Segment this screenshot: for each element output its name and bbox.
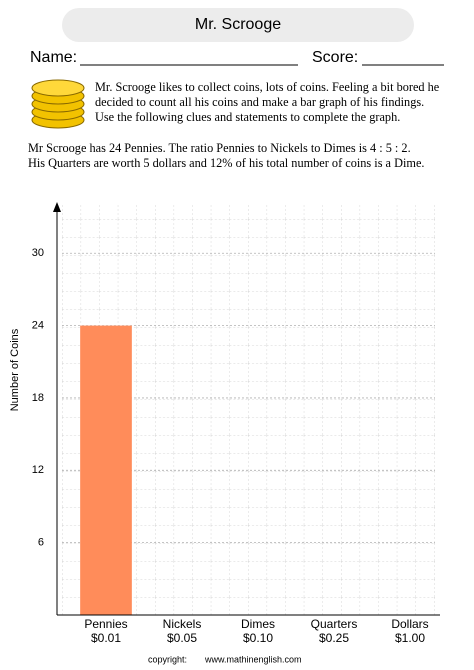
x-tick-label: Dollars xyxy=(391,617,428,631)
clue-line: Mr Scrooge has 24 Pennies. The ratio Pen… xyxy=(28,141,411,155)
x-tick-price: $0.05 xyxy=(167,631,197,645)
x-tick-label: Pennies xyxy=(84,617,127,631)
name-label: Name: xyxy=(30,49,77,66)
y-tick-label: 6 xyxy=(38,537,44,549)
y-tick-label: 12 xyxy=(32,464,44,476)
score-label: Score: xyxy=(312,49,358,66)
clue-line: His Quarters are worth 5 dollars and 12%… xyxy=(28,156,425,170)
intro-line: decided to count all his coins and make … xyxy=(95,95,424,109)
x-tick-price: $0.01 xyxy=(91,631,121,645)
coin-icon xyxy=(31,79,85,129)
x-tick-label: Quarters xyxy=(311,617,358,631)
intro-line: Use the following clues and statements t… xyxy=(95,110,400,124)
y-tick-label: 24 xyxy=(32,319,44,331)
x-tick-label: Dimes xyxy=(241,617,275,631)
title-pill xyxy=(62,8,414,42)
intro-line: Mr. Scrooge likes to collect coins, lots… xyxy=(95,80,440,94)
y-tick-label: 30 xyxy=(32,247,44,259)
x-tick-price: $1.00 xyxy=(395,631,425,645)
title: Mr. Scrooge xyxy=(195,16,281,33)
y-tick-label: 18 xyxy=(32,392,44,404)
site: www.mathinenglish.com xyxy=(204,654,302,664)
copyright: copyright: xyxy=(148,654,187,664)
x-tick-price: $0.10 xyxy=(243,631,273,645)
bar xyxy=(80,325,132,615)
y-arrow xyxy=(53,202,61,212)
x-tick-price: $0.25 xyxy=(319,631,349,645)
y-axis-label: Number of Coins xyxy=(9,328,21,411)
x-tick-label: Nickels xyxy=(163,617,202,631)
